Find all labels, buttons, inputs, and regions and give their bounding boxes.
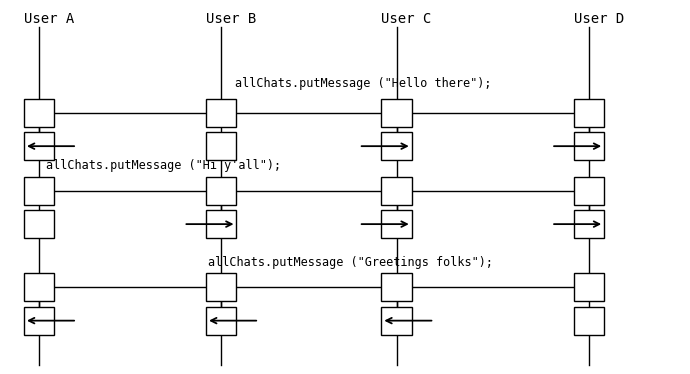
Bar (574, 132, 604, 160)
Text: User D: User D (574, 12, 624, 25)
Bar (382, 210, 412, 238)
Bar (574, 177, 604, 205)
Bar (24, 99, 55, 127)
Bar (206, 99, 237, 127)
Text: allChats.putMessage ("Hello there");: allChats.putMessage ("Hello there"); (235, 77, 491, 91)
Text: User B: User B (206, 12, 257, 25)
Bar (382, 307, 412, 335)
Bar (574, 210, 604, 238)
Bar (24, 132, 55, 160)
Text: allChats.putMessage ("Greetings folks");: allChats.putMessage ("Greetings folks"); (208, 256, 493, 269)
Text: User C: User C (382, 12, 432, 25)
Bar (206, 177, 237, 205)
Bar (24, 273, 55, 301)
Bar (382, 99, 412, 127)
Bar (206, 132, 237, 160)
Bar (382, 273, 412, 301)
Bar (206, 307, 237, 335)
Bar (206, 210, 237, 238)
Bar (574, 99, 604, 127)
Bar (206, 273, 237, 301)
Bar (24, 177, 55, 205)
Bar (382, 132, 412, 160)
Text: User A: User A (24, 12, 75, 25)
Bar (574, 307, 604, 335)
Bar (24, 307, 55, 335)
Bar (24, 210, 55, 238)
Bar (574, 273, 604, 301)
Text: allChats.putMessage ("Hi y'all");: allChats.putMessage ("Hi y'all"); (46, 159, 282, 172)
Bar (382, 177, 412, 205)
